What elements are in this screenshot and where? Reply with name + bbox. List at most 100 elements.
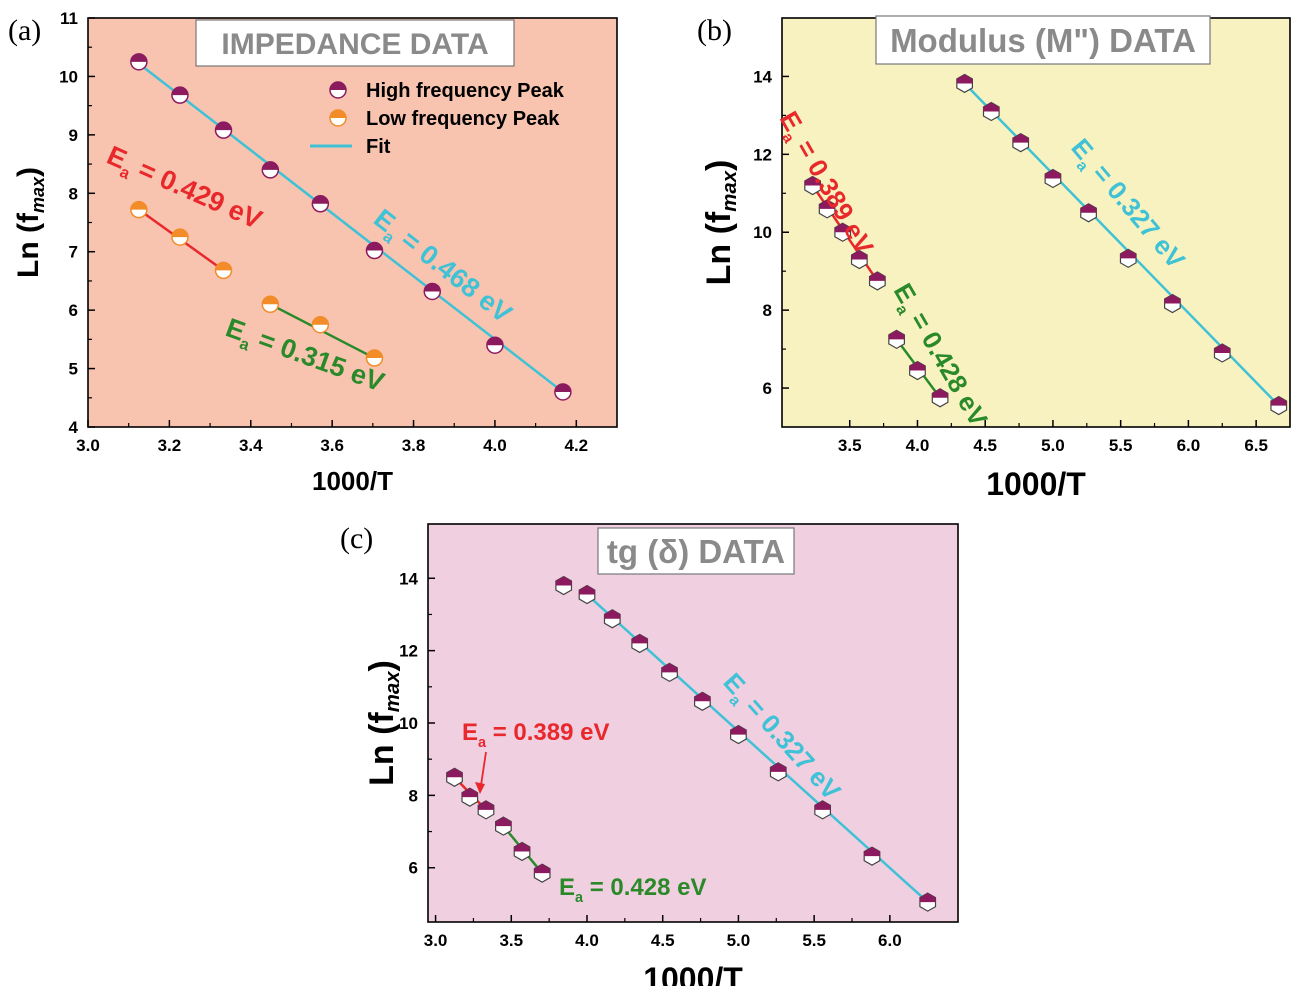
data-point-fill	[130, 201, 147, 210]
y-tick-label: 6	[763, 379, 772, 398]
x-tick-label: 3.0	[76, 436, 100, 455]
y-axis-title-close: )	[12, 167, 45, 177]
data-point-fill	[888, 330, 905, 340]
data-point-fill	[834, 223, 851, 233]
data-point-fill	[851, 250, 868, 260]
data-point-fill	[770, 762, 787, 772]
activation-energy-label: Ea = 0.389 eV	[462, 719, 609, 751]
data-point-fill	[215, 122, 232, 131]
data-point-fill	[919, 893, 936, 903]
data-point-fill	[694, 692, 711, 702]
y-axis-title-main: Ln (f	[12, 212, 45, 278]
data-point-fill	[262, 161, 279, 170]
y-axis-title-sub: max	[28, 176, 48, 213]
x-tick-label: 5.5	[802, 931, 826, 950]
ann-sub: a	[478, 735, 487, 751]
y-tick-label: 9	[69, 126, 78, 145]
plot-area	[88, 18, 617, 427]
data-point-fill	[366, 242, 383, 251]
data-point-fill	[171, 87, 188, 96]
chart-title: tg (δ) DATA	[607, 533, 785, 570]
data-point-fill	[631, 634, 648, 644]
panel-label: (c)	[340, 522, 373, 555]
activation-energy-label: Ea = 0.428 eV	[559, 874, 706, 906]
y-tick-label: 10	[753, 223, 772, 242]
y-tick-label: 10	[399, 714, 418, 733]
y-tick-label: 8	[409, 786, 418, 805]
y-tick-label: 14	[399, 569, 418, 588]
x-tick-label: 3.5	[499, 931, 523, 950]
data-point-fill	[604, 609, 621, 619]
data-point-fill	[1164, 294, 1181, 304]
data-point-fill	[661, 663, 678, 673]
x-tick-label: 4.0	[483, 436, 507, 455]
x-tick-label: 4.5	[973, 436, 997, 455]
data-point-fill	[819, 199, 835, 209]
data-point-fill	[462, 788, 478, 798]
ann-e: E	[559, 874, 575, 901]
legend-entry: High frequency Peak	[366, 80, 565, 102]
legend-entry: Low frequency Peak	[366, 108, 560, 130]
data-point-fill	[1270, 396, 1287, 406]
x-tick-label: 3.2	[158, 436, 182, 455]
data-point-fill	[1012, 133, 1029, 143]
y-tick-label: 6	[69, 301, 78, 320]
y-tick-label: 6	[409, 859, 418, 878]
x-axis-title: 1000/T	[643, 961, 743, 986]
y-axis-title-main: Ln (f	[700, 211, 738, 285]
x-tick-label: 5.5	[1109, 436, 1133, 455]
y-axis-title: Ln (fmax)	[700, 160, 741, 286]
data-point-fill	[1045, 169, 1061, 179]
panel-label: (b)	[697, 14, 732, 47]
data-point-fill	[804, 176, 821, 186]
y-axis-title-sub: max	[382, 670, 404, 712]
x-tick-label: 4.0	[575, 931, 599, 950]
ann-value: = 0.389 eV	[486, 719, 609, 746]
data-point-fill	[730, 725, 747, 735]
x-tick-label: 4.0	[906, 436, 930, 455]
data-point-fill	[171, 229, 188, 238]
data-point-fill	[424, 283, 441, 292]
x-tick-label: 4.5	[651, 931, 675, 950]
x-tick-label: 6.0	[878, 931, 902, 950]
data-point-fill	[555, 576, 572, 586]
x-tick-label: 3.5	[838, 436, 862, 455]
panel-label: (a)	[8, 14, 41, 47]
ann-value: = 0.428 eV	[583, 874, 706, 901]
data-point-fill	[330, 110, 346, 118]
data-point-fill	[579, 585, 595, 595]
data-point-fill	[312, 195, 329, 204]
data-point-fill	[486, 337, 503, 346]
y-tick-label: 7	[69, 243, 78, 262]
legend-entry: Fit	[366, 136, 391, 158]
data-point-fill	[814, 800, 831, 810]
y-axis-title-close: )	[700, 160, 738, 171]
y-tick-label: 12	[753, 145, 772, 164]
data-point-fill	[869, 271, 886, 281]
y-axis-title-sub: max	[719, 169, 741, 211]
x-tick-label: 3.8	[402, 436, 426, 455]
data-point-fill	[312, 316, 329, 325]
data-point-fill	[909, 361, 926, 371]
y-tick-label: 14	[753, 67, 772, 86]
data-point-fill	[1080, 203, 1097, 213]
data-point-fill	[366, 350, 383, 359]
y-tick-label: 5	[69, 360, 78, 379]
y-axis-title-close: )	[363, 660, 401, 671]
legend: High frequency Peak Low frequency Peak Fit	[310, 80, 565, 158]
data-point-fill	[215, 262, 232, 271]
chart-title: IMPEDANCE DATA	[221, 28, 488, 61]
data-point-fill	[534, 864, 550, 874]
data-point-fill	[983, 102, 1000, 112]
x-tick-label: 6.0	[1177, 436, 1201, 455]
ann-sub: a	[575, 890, 584, 906]
data-point-fill	[554, 383, 571, 392]
x-tick-label: 4.2	[564, 436, 588, 455]
data-point-fill	[262, 296, 279, 305]
chart-panel-b: (b) Modulus (M") DATA 3.5 4.0 4.5 5.0 5.5 6.0 6.…	[697, 14, 1291, 502]
data-point-fill	[1214, 343, 1231, 353]
chart-title: Modulus (M") DATA	[890, 22, 1196, 59]
data-point-fill	[446, 768, 463, 778]
chart-panel-a: (a) IMPEDANCE DATA 3.0 3.2 3.4 3.6 3.8 4.0 4.2 4 5…	[8, 9, 618, 496]
data-point-fill	[130, 53, 147, 62]
